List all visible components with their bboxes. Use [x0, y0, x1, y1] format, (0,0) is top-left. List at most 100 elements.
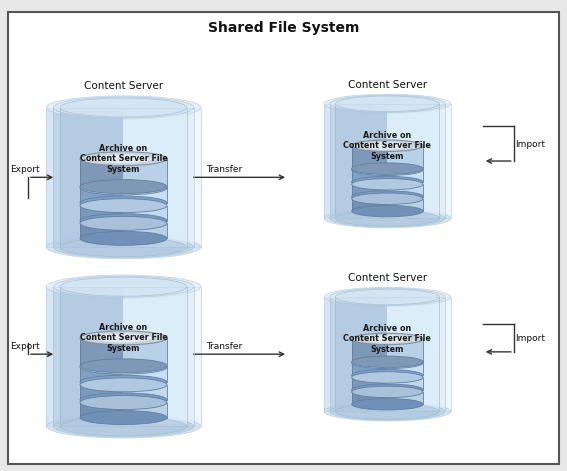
- Ellipse shape: [80, 331, 167, 345]
- Ellipse shape: [324, 402, 451, 421]
- Polygon shape: [124, 403, 167, 418]
- Bar: [352, 184, 423, 196]
- Polygon shape: [124, 107, 194, 247]
- Polygon shape: [80, 385, 124, 400]
- Polygon shape: [387, 104, 445, 218]
- Polygon shape: [46, 287, 124, 426]
- Bar: [46, 107, 201, 247]
- Text: Archive on
Content Server File
System: Archive on Content Server File System: [344, 131, 431, 161]
- Bar: [330, 297, 445, 412]
- Polygon shape: [124, 367, 167, 382]
- Polygon shape: [387, 339, 423, 362]
- Text: Import: Import: [515, 140, 545, 149]
- Polygon shape: [336, 297, 387, 412]
- Bar: [336, 297, 439, 412]
- Polygon shape: [352, 184, 387, 196]
- Ellipse shape: [336, 211, 439, 226]
- Polygon shape: [80, 188, 124, 203]
- Polygon shape: [387, 392, 423, 404]
- Ellipse shape: [330, 403, 445, 420]
- Polygon shape: [387, 104, 451, 218]
- Polygon shape: [124, 223, 167, 238]
- Ellipse shape: [324, 287, 451, 307]
- Polygon shape: [330, 297, 387, 412]
- Polygon shape: [80, 206, 124, 221]
- Bar: [80, 188, 167, 203]
- Bar: [46, 287, 201, 426]
- Ellipse shape: [80, 214, 167, 227]
- Ellipse shape: [60, 98, 187, 117]
- Ellipse shape: [95, 154, 152, 163]
- Polygon shape: [80, 159, 124, 187]
- Text: Archive on
Content Server File
System: Archive on Content Server File System: [79, 323, 167, 353]
- Ellipse shape: [352, 176, 423, 188]
- Text: Archive on
Content Server File
System: Archive on Content Server File System: [344, 324, 431, 354]
- Ellipse shape: [80, 396, 167, 409]
- Polygon shape: [124, 107, 187, 247]
- Ellipse shape: [80, 216, 167, 230]
- Ellipse shape: [324, 209, 451, 228]
- Polygon shape: [352, 392, 387, 404]
- Polygon shape: [387, 363, 423, 375]
- Bar: [352, 377, 423, 390]
- Polygon shape: [330, 104, 387, 218]
- Ellipse shape: [352, 140, 423, 152]
- Polygon shape: [387, 377, 423, 390]
- Polygon shape: [324, 104, 387, 218]
- Text: Transfer: Transfer: [206, 342, 242, 351]
- Bar: [80, 159, 167, 187]
- Ellipse shape: [336, 96, 439, 112]
- Bar: [330, 104, 445, 218]
- Polygon shape: [387, 146, 423, 169]
- Polygon shape: [387, 297, 439, 412]
- Bar: [80, 367, 167, 382]
- Ellipse shape: [53, 97, 194, 118]
- Ellipse shape: [53, 276, 194, 297]
- Ellipse shape: [352, 398, 423, 410]
- Polygon shape: [60, 287, 124, 426]
- Ellipse shape: [46, 96, 201, 119]
- Bar: [80, 338, 167, 366]
- Polygon shape: [387, 184, 423, 196]
- Ellipse shape: [60, 277, 187, 296]
- Ellipse shape: [352, 386, 423, 398]
- Ellipse shape: [352, 384, 423, 396]
- Bar: [80, 403, 167, 418]
- Polygon shape: [352, 146, 387, 169]
- Ellipse shape: [80, 411, 167, 424]
- Ellipse shape: [352, 357, 423, 369]
- Polygon shape: [336, 104, 387, 218]
- Ellipse shape: [53, 236, 194, 258]
- Ellipse shape: [80, 181, 167, 195]
- Ellipse shape: [364, 142, 411, 149]
- Text: Export: Export: [10, 342, 40, 351]
- Ellipse shape: [53, 416, 194, 437]
- Ellipse shape: [336, 289, 439, 305]
- Polygon shape: [124, 188, 167, 203]
- Polygon shape: [124, 107, 201, 247]
- Ellipse shape: [352, 333, 423, 345]
- Polygon shape: [124, 385, 167, 400]
- Ellipse shape: [352, 370, 423, 381]
- Bar: [352, 363, 423, 375]
- Ellipse shape: [80, 199, 167, 212]
- Bar: [352, 199, 423, 211]
- Polygon shape: [324, 297, 387, 412]
- Ellipse shape: [352, 164, 423, 176]
- Ellipse shape: [46, 236, 201, 259]
- Ellipse shape: [352, 372, 423, 383]
- Ellipse shape: [46, 414, 201, 438]
- Ellipse shape: [352, 193, 423, 204]
- Bar: [80, 206, 167, 221]
- Ellipse shape: [364, 335, 411, 342]
- Text: Archive on
Content Server File
System: Archive on Content Server File System: [79, 144, 167, 174]
- Polygon shape: [352, 170, 387, 182]
- Bar: [324, 297, 451, 412]
- Polygon shape: [387, 297, 445, 412]
- Bar: [80, 223, 167, 238]
- Text: Shared File System: Shared File System: [208, 21, 359, 35]
- Ellipse shape: [330, 288, 445, 306]
- Ellipse shape: [80, 152, 167, 166]
- Polygon shape: [387, 170, 423, 182]
- Bar: [53, 107, 194, 247]
